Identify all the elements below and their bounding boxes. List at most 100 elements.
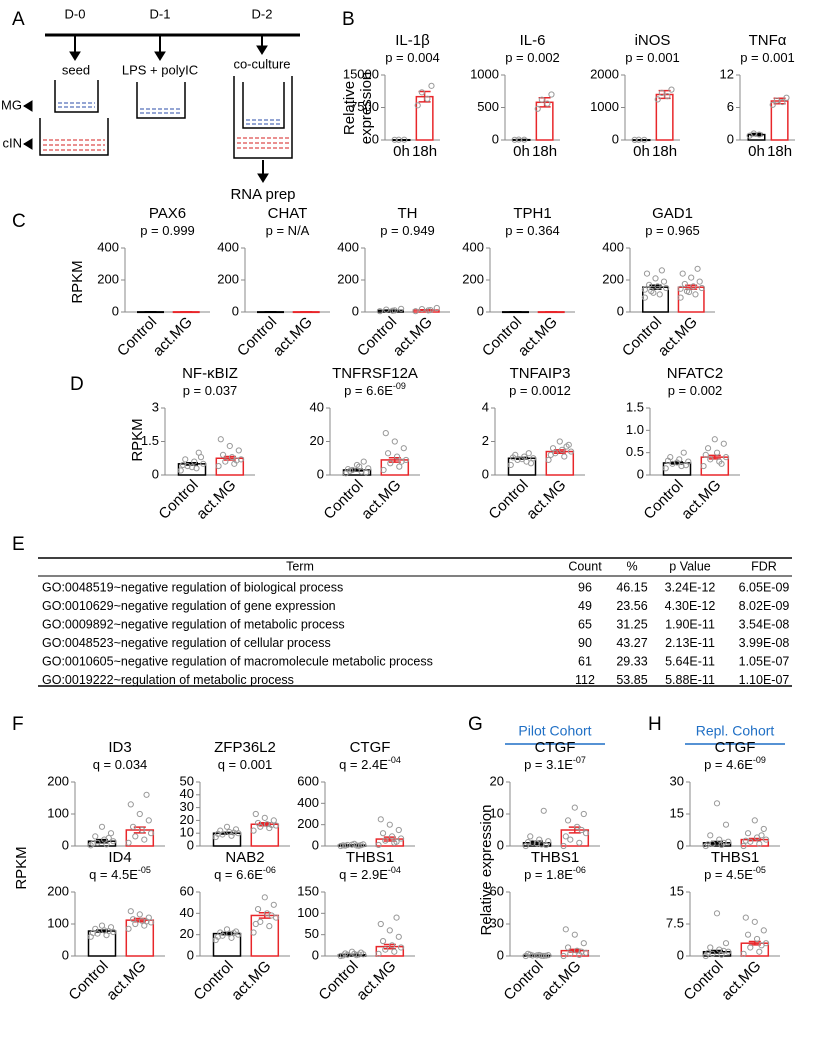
y-tick-label: 100 — [47, 805, 69, 820]
table-cell: 3.99E-08 — [739, 636, 790, 650]
x-tick-label: Control — [190, 958, 236, 1004]
panel-letter: A — [12, 9, 25, 30]
data-point — [567, 950, 574, 957]
data-point — [391, 948, 398, 955]
stat-label: p = 0.0012 — [509, 383, 571, 398]
table-header: Term — [286, 559, 314, 573]
data-point — [751, 918, 758, 925]
data-point — [360, 458, 367, 465]
chart-title: NFATC2 — [667, 365, 723, 382]
table-header: FDR — [751, 559, 777, 573]
data-point — [524, 950, 532, 957]
data-point — [679, 270, 686, 277]
y-axis-label: Relative — [341, 81, 358, 135]
data-point — [136, 810, 143, 818]
stat-label: q = 0.001 — [218, 757, 273, 772]
data-point — [652, 275, 659, 282]
data-point — [658, 89, 665, 96]
data-point — [214, 830, 222, 837]
data-point — [261, 814, 268, 821]
y-tick-label: 2 — [482, 433, 489, 448]
data-point — [200, 460, 207, 467]
x-tick-label: act.MG — [655, 314, 701, 360]
data-point — [580, 940, 587, 947]
chart-title: CTGF — [715, 739, 756, 756]
data-point — [388, 942, 396, 949]
data-point — [377, 816, 384, 823]
panel-letter: C — [12, 211, 26, 232]
y-tick-label: 0 — [152, 466, 159, 481]
data-point — [707, 832, 714, 839]
data-point — [105, 834, 112, 842]
data-point — [704, 841, 712, 848]
stat-text: p = 0.001 — [740, 50, 795, 65]
stat-label: p = 0.001 — [625, 50, 680, 65]
stat-label: p = 0.999 — [140, 223, 195, 238]
table-cell: 3.54E-08 — [739, 617, 790, 631]
data-point — [720, 839, 727, 846]
data-point — [412, 308, 419, 315]
data-point — [223, 926, 231, 933]
table-cell: 5.64E-11 — [665, 654, 715, 668]
data-point — [396, 463, 403, 470]
data-point — [742, 914, 749, 921]
table-cell: 29.33 — [616, 654, 647, 668]
chart-title: TNFAIP3 — [510, 365, 571, 382]
x-tick-label: 0h — [633, 143, 650, 160]
data-point — [662, 465, 669, 472]
y-tick-label: 40 — [180, 786, 194, 801]
data-point — [720, 947, 727, 954]
data-point — [742, 837, 749, 844]
data-point — [217, 436, 224, 443]
data-point — [400, 445, 407, 452]
y-tick-label: 20 — [310, 433, 324, 448]
day-label: D-1 — [150, 6, 171, 21]
stat-label: q = 6.6E-06 — [214, 865, 276, 882]
data-point — [690, 283, 697, 290]
data-point — [681, 280, 688, 288]
stat-text: p = 0.004 — [385, 50, 440, 65]
data-point — [230, 929, 237, 937]
data-point — [391, 307, 398, 314]
chart-title: THBS1 — [531, 849, 579, 866]
data-point — [147, 919, 155, 926]
stat-label: p = 4.6E-09 — [704, 755, 766, 772]
y-tick-label: 150 — [297, 883, 319, 898]
data-point — [635, 136, 642, 143]
data-point — [418, 89, 425, 96]
y-tick-label: 1.5 — [141, 433, 159, 448]
data-point — [387, 460, 394, 467]
data-point — [707, 944, 714, 951]
data-point — [567, 448, 575, 455]
data-point — [375, 841, 382, 849]
data-point — [272, 822, 280, 829]
table-cell: 46.15 — [616, 580, 647, 594]
chart-title: CTGF — [535, 739, 576, 756]
y-tick-label: 0 — [352, 303, 359, 318]
data-point — [110, 928, 117, 936]
data-point — [230, 829, 237, 836]
data-point — [398, 458, 405, 465]
data-point — [339, 842, 347, 849]
data-point — [143, 918, 150, 925]
data-point — [747, 838, 754, 845]
stat-label: p = 0.364 — [505, 223, 560, 238]
chart-title: GAD1 — [652, 205, 693, 222]
y-tick-label: 30 — [670, 773, 684, 788]
data-point — [538, 96, 545, 103]
data-point — [226, 828, 233, 836]
data-point — [397, 835, 405, 842]
y-tick-label: 0 — [677, 947, 684, 962]
data-point — [663, 284, 670, 292]
y-tick-label: 400 — [337, 239, 359, 254]
data-point — [433, 304, 440, 312]
y-tick-label: 0 — [187, 837, 194, 852]
data-point — [188, 464, 196, 471]
x-tick-label: 18h — [412, 143, 437, 160]
data-point — [252, 920, 259, 928]
y-tick-label: 0 — [497, 837, 504, 852]
data-point — [428, 82, 435, 89]
chart-title: TNFα — [749, 32, 787, 49]
